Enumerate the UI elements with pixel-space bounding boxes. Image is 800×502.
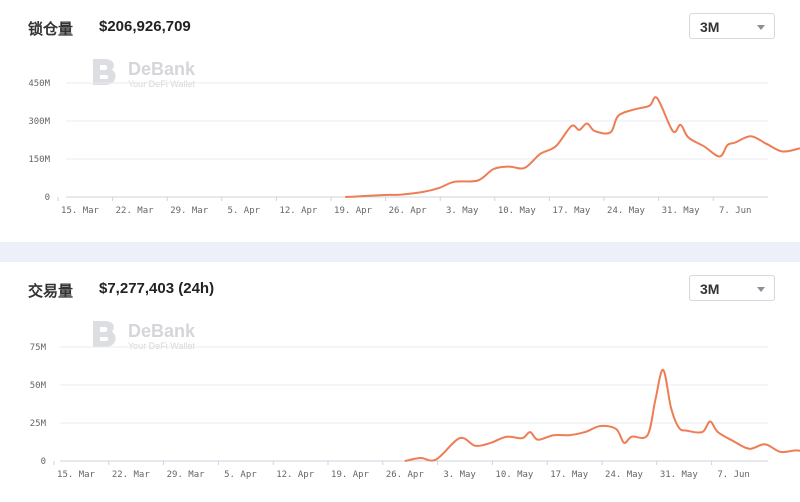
x-tick-label: 22. Mar <box>116 206 155 216</box>
chevron-down-icon <box>757 287 765 292</box>
x-tick-label: 17. May <box>552 206 591 216</box>
tvl-line-chart: 0 150M 300M 450M 15. Mar 22. Mar 29. Mar 5. Apr… <box>28 79 800 216</box>
series-line <box>345 96 800 198</box>
x-tick-label: 31. May <box>660 470 699 480</box>
debank-watermark: DeBank Your DeFi Wallet <box>90 318 220 354</box>
y-tick-label: 450M <box>28 79 50 89</box>
x-tick-label: 3. May <box>443 470 476 480</box>
tvl-label: 锁仓量 <box>28 21 74 38</box>
tvl-range-value: 3M <box>700 19 720 35</box>
x-tick-label: 10. May <box>495 470 534 480</box>
debank-logo-icon <box>93 59 116 85</box>
debank-logo-icon <box>93 321 116 347</box>
watermark-tagline: Your DeFi Wallet <box>128 341 195 351</box>
volume-panel: 交易量 $7,277,403 (24h) 3M DeBank Your DeFi… <box>0 262 800 502</box>
x-tick-label: 5. Apr <box>228 206 261 216</box>
volume-range-select[interactable]: 3M <box>689 275 775 301</box>
x-tick-label: 17. May <box>550 470 589 480</box>
y-tick-label: 75M <box>30 343 47 353</box>
x-tick-label: 22. Mar <box>112 470 151 480</box>
y-tick-label: 0 <box>45 193 50 203</box>
x-tick-label: 3. May <box>446 206 479 216</box>
x-tick-label: 5. Apr <box>224 470 257 480</box>
panel-separator <box>0 242 800 262</box>
y-tick-label: 300M <box>28 117 50 127</box>
x-tick-label: 10. May <box>498 206 537 216</box>
chevron-down-icon <box>757 25 765 30</box>
x-tick-label: 26. Apr <box>386 470 425 480</box>
debank-watermark: DeBank Your DeFi Wallet <box>90 56 220 92</box>
y-tick-label: 50M <box>30 381 47 391</box>
watermark-name: DeBank <box>128 59 196 79</box>
x-tick-label: 12. Apr <box>279 206 318 216</box>
y-tick-label: 25M <box>30 419 47 429</box>
series-line <box>404 368 800 462</box>
watermark-tagline: Your DeFi Wallet <box>128 79 195 89</box>
x-tick-label: 29. Mar <box>170 206 209 216</box>
x-tick-label: 7. Jun <box>719 206 752 216</box>
volume-label: 交易量 <box>28 283 74 300</box>
tvl-range-select[interactable]: 3M <box>689 13 775 39</box>
volume-line-chart: 0 25M 50M 75M 15. Mar 22. Mar 29. Mar 5. Apr 12.… <box>30 343 800 480</box>
y-tick-label: 150M <box>28 155 50 165</box>
x-tick-label: 12. Apr <box>276 470 315 480</box>
x-tick-label: 15. Mar <box>57 470 96 480</box>
x-tick-label: 24. May <box>605 470 644 480</box>
x-tick-label: 29. Mar <box>167 470 206 480</box>
volume-range-value: 3M <box>700 281 720 297</box>
tvl-panel: 锁仓量 $206,926,709 3M DeBank Your DeFi Wal… <box>0 0 800 242</box>
x-tick-label: 15. Mar <box>61 206 100 216</box>
x-tick-label: 19. Apr <box>334 206 373 216</box>
x-tick-label: 26. Apr <box>389 206 428 216</box>
tvl-value: $206,926,709 <box>99 18 191 35</box>
x-tick-label: 19. Apr <box>331 470 370 480</box>
y-tick-label: 0 <box>41 457 46 467</box>
volume-value: $7,277,403 (24h) <box>99 280 215 297</box>
x-tick-label: 24. May <box>607 206 646 216</box>
x-tick-label: 7. Jun <box>717 470 750 480</box>
watermark-name: DeBank <box>128 321 196 341</box>
x-tick-label: 31. May <box>662 206 701 216</box>
